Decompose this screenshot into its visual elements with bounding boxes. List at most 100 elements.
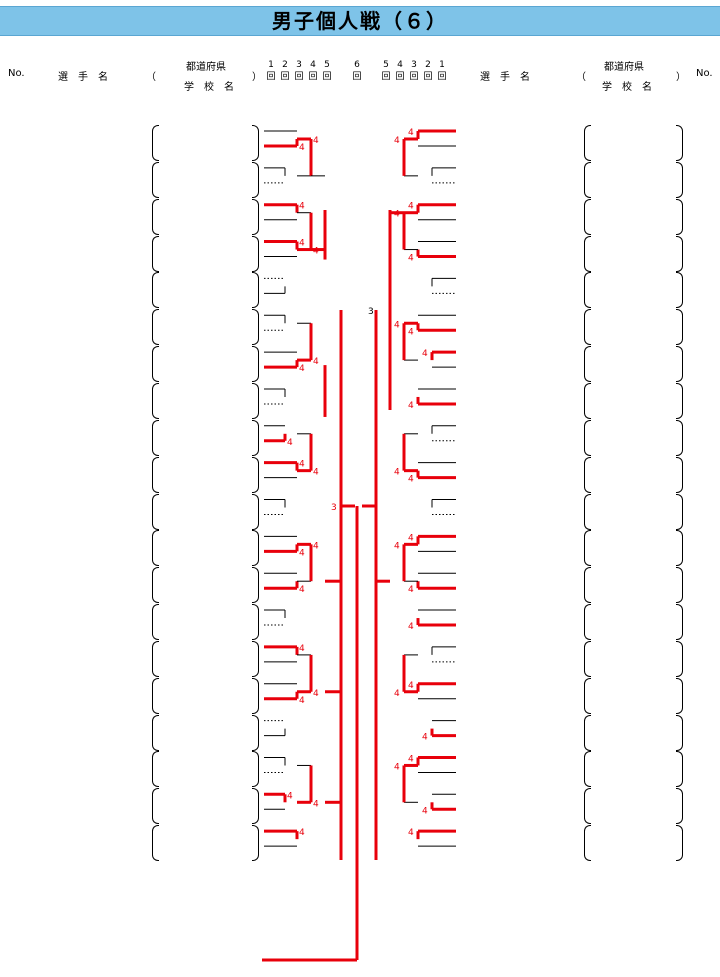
paren-close: [676, 677, 683, 714]
paren-open: [584, 161, 591, 198]
paren-close: [676, 161, 683, 198]
round-kai-center: 回: [352, 72, 362, 82]
score-mark: 4: [299, 460, 305, 470]
paren-close: [252, 456, 259, 493]
paren-open: [152, 456, 159, 493]
round-kai-left-3: 回: [294, 72, 304, 82]
round-kai-left-4: 回: [308, 72, 318, 82]
score-mark: 4: [394, 468, 400, 478]
round-kai-left-2: 回: [280, 72, 290, 82]
score-mark: 4: [299, 696, 305, 706]
score-mark: 4: [408, 622, 414, 632]
score-mark: 4: [408, 401, 414, 411]
paren-close: [252, 235, 259, 272]
paren-open: [152, 309, 159, 346]
paren-close: [252, 419, 259, 456]
score-mark: 4: [299, 548, 305, 558]
header-open-paren-left: （: [146, 72, 156, 83]
score-mark: 4: [394, 136, 400, 146]
paren-open: [152, 677, 159, 714]
paren-close: [252, 198, 259, 235]
round-kai-left-1: 回: [266, 72, 276, 82]
header-school-right: 学 校 名: [602, 82, 652, 93]
score-mark: 4: [422, 349, 428, 359]
paren-close: [676, 456, 683, 493]
score-mark: 3: [368, 307, 374, 317]
round-label-left-2: 2: [282, 60, 288, 70]
paren-close: [252, 714, 259, 751]
score-mark: 4: [299, 239, 305, 249]
paren-open: [584, 125, 591, 161]
paren-open: [584, 788, 591, 825]
round-kai-right-2: 回: [395, 72, 405, 82]
paren-open: [584, 714, 591, 751]
paren-open: [152, 640, 159, 677]
paren-open: [584, 567, 591, 604]
score-mark: 4: [394, 762, 400, 772]
page-title: 男子個人戦（６）: [272, 9, 448, 33]
paren-open: [152, 382, 159, 419]
score-mark: 4: [299, 585, 305, 595]
paren-open: [584, 493, 591, 530]
score-mark: 4: [408, 128, 414, 138]
score-mark: 4: [408, 533, 414, 543]
paren-open: [152, 198, 159, 235]
score-mark: 3: [331, 503, 337, 513]
paren-close: [676, 198, 683, 235]
round-kai-right-1: 回: [381, 72, 391, 82]
paren-close: [676, 382, 683, 419]
round-label-left-1: 1: [268, 60, 274, 70]
score-mark: 4: [394, 541, 400, 551]
score-mark: 4: [408, 254, 414, 264]
header-open-paren-right: （: [576, 72, 586, 83]
header-no-left: No.: [8, 68, 25, 79]
paren-close: [252, 493, 259, 530]
score-mark: 4: [299, 143, 305, 153]
score-mark: 4: [287, 791, 293, 801]
paren-open: [584, 419, 591, 456]
score-mark: 4: [313, 468, 319, 478]
paren-close: [676, 640, 683, 677]
paren-close: [252, 677, 259, 714]
score-mark: 4: [394, 320, 400, 330]
score-mark: 4: [408, 585, 414, 595]
score-mark: 4: [287, 438, 293, 448]
round-label-right-5: 1: [439, 60, 445, 70]
round-label-right-2: 4: [397, 60, 403, 70]
score-mark: 4: [408, 681, 414, 691]
header-pref-right: 都道府県: [604, 62, 644, 73]
score-mark: 4: [299, 202, 305, 212]
score-mark: 4: [313, 247, 319, 257]
score-mark: 4: [313, 541, 319, 551]
paren-open: [152, 419, 159, 456]
round-label-left-5: 5: [324, 60, 330, 70]
paren-open: [152, 493, 159, 530]
paren-open: [152, 788, 159, 825]
header-close-paren-right: ）: [676, 72, 686, 83]
header-pref-left: 都道府県: [186, 62, 226, 73]
round-kai-right-3: 回: [409, 72, 419, 82]
paren-open: [584, 382, 591, 419]
score-mark: 4: [408, 327, 414, 337]
paren-open: [152, 567, 159, 604]
score-mark: 4: [299, 644, 305, 654]
paren-close: [676, 235, 683, 272]
paren-open: [152, 825, 159, 862]
score-mark: 4: [408, 202, 414, 212]
paren-close: [252, 161, 259, 198]
round-kai-right-5: 回: [437, 72, 447, 82]
paren-open: [584, 677, 591, 714]
round-label-left-3: 3: [296, 60, 302, 70]
paren-open: [584, 604, 591, 641]
header-player-left: 選 手 名: [58, 72, 108, 83]
round-label-center: 6: [354, 60, 360, 70]
score-mark: 4: [422, 733, 428, 743]
paren-open: [584, 235, 591, 272]
header-no-right: No.: [696, 68, 713, 79]
score-mark: 4: [313, 799, 319, 809]
round-label-right-1: 5: [383, 60, 389, 70]
score-mark: 4: [313, 357, 319, 367]
header-player-right: 選 手 名: [480, 72, 530, 83]
paren-open: [152, 235, 159, 272]
title-bar: 男子個人戦（６）: [0, 6, 720, 36]
